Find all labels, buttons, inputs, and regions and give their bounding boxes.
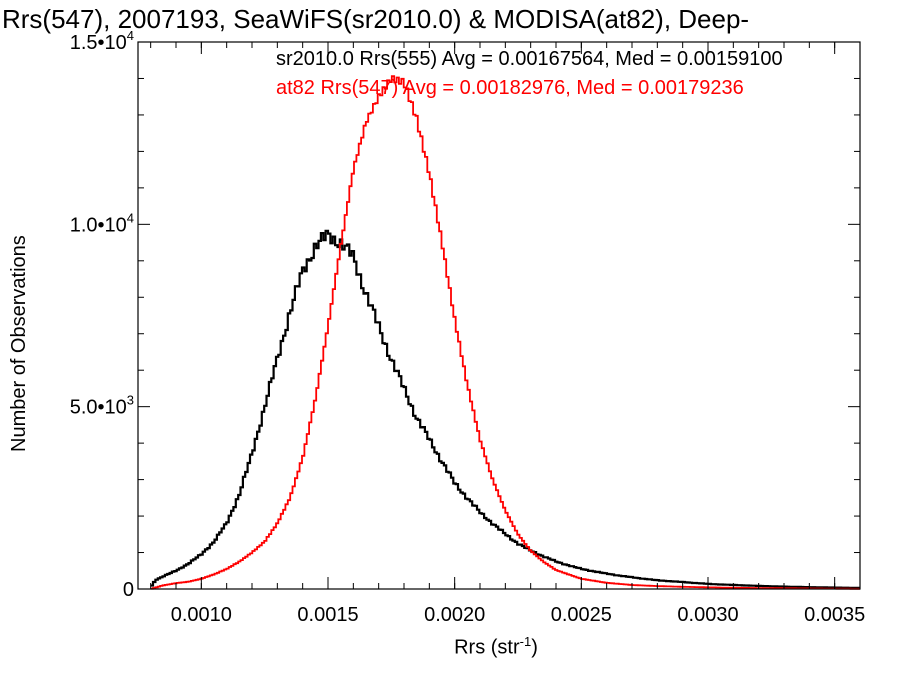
x-axis-label-suffix: ): [531, 636, 538, 659]
x-axis-label-sup: -1: [519, 634, 532, 649]
x-tick-label: 0.0035: [804, 604, 865, 626]
chart-title: Rrs(547), 2007193, SeaWiFS(sr2010.0) & M…: [2, 4, 750, 34]
y-tick-label: 5.0•103: [70, 393, 134, 419]
x-axis-label-text: Rrs (str: [454, 636, 520, 659]
annotation-sr2010: sr2010.0 Rrs(555) Avg = 0.00167564, Med …: [276, 48, 783, 70]
x-tick-label: 0.0020: [424, 604, 485, 626]
y-tick-label: 1.0•104: [70, 210, 134, 236]
y-tick-label: 0: [123, 579, 134, 601]
x-axis-label: Rrs (str-1): [0, 634, 900, 660]
series-sr2010-histogram: [150, 229, 860, 589]
x-tick-label: 0.0025: [551, 604, 612, 626]
x-tick-label: 0.0015: [297, 604, 358, 626]
ticks-layer: 0.0010 0.0015 0.0020 0.0025 0.0030 0.0035 0 5.0…: [70, 28, 866, 626]
y-axis-label: Number of Observations: [8, 235, 30, 452]
series-at82-histogram: [150, 75, 860, 590]
x-tick-label: 0.0030: [677, 604, 738, 626]
plot-frame: [137, 41, 861, 590]
x-tick-label: 0.0010: [171, 604, 232, 626]
y-tick-label: 1.5•104: [70, 28, 134, 54]
series-layer: [150, 75, 860, 590]
annotation-at82: at82 Rrs(547) Avg = 0.00182976, Med = 0.…: [276, 77, 744, 99]
